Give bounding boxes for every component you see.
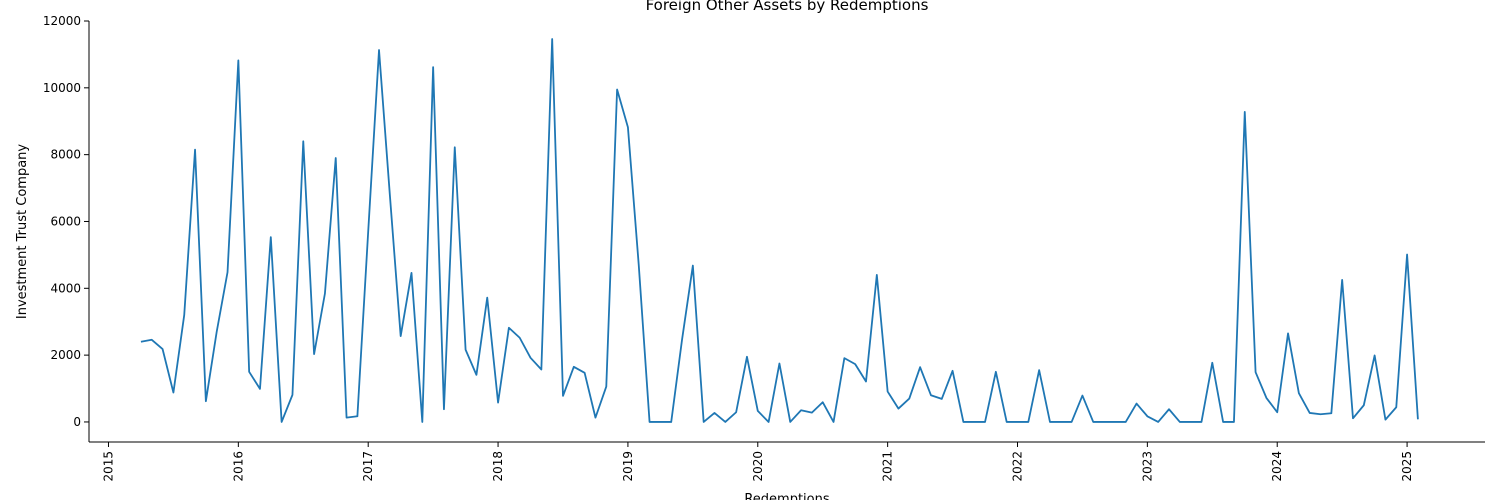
y-tick-label: 0 bbox=[73, 415, 81, 429]
x-tick-label: 2019 bbox=[621, 451, 635, 482]
y-tick-label: 4000 bbox=[50, 281, 81, 295]
x-tick-label: 2022 bbox=[1011, 451, 1025, 482]
series-line-0 bbox=[140, 38, 1419, 423]
series-group bbox=[140, 38, 1419, 423]
chart-title: Foreign Other Assets by Redemptions bbox=[646, 0, 929, 14]
x-tick-label: 2021 bbox=[881, 451, 895, 482]
x-axis-label: Redemptions bbox=[744, 492, 830, 500]
y-axis-label: Investment Trust Company bbox=[15, 144, 30, 320]
x-tick-label: 2024 bbox=[1270, 451, 1284, 482]
y-axis-ticks: 0 2000 4000 6000 8000 10000 12000 bbox=[43, 14, 89, 429]
y-tick-label: 8000 bbox=[50, 148, 81, 162]
x-tick-label: 2018 bbox=[491, 451, 505, 482]
x-tick-label: 2016 bbox=[231, 451, 245, 482]
x-tick-label: 2025 bbox=[1400, 451, 1414, 482]
y-tick-label: 10000 bbox=[43, 81, 81, 95]
x-tick-label: 2015 bbox=[101, 451, 115, 482]
y-tick-label: 6000 bbox=[50, 214, 81, 228]
x-tick-label: 2023 bbox=[1140, 451, 1154, 482]
x-tick-label: 2017 bbox=[361, 451, 375, 482]
x-axis-ticks: 2015 2016 2017 2018 2019 2020 2021 2022 2023 2024… bbox=[101, 442, 1414, 482]
x-tick-label: 2020 bbox=[751, 451, 765, 482]
y-tick-label: 12000 bbox=[43, 14, 81, 28]
y-tick-label: 2000 bbox=[50, 348, 81, 362]
